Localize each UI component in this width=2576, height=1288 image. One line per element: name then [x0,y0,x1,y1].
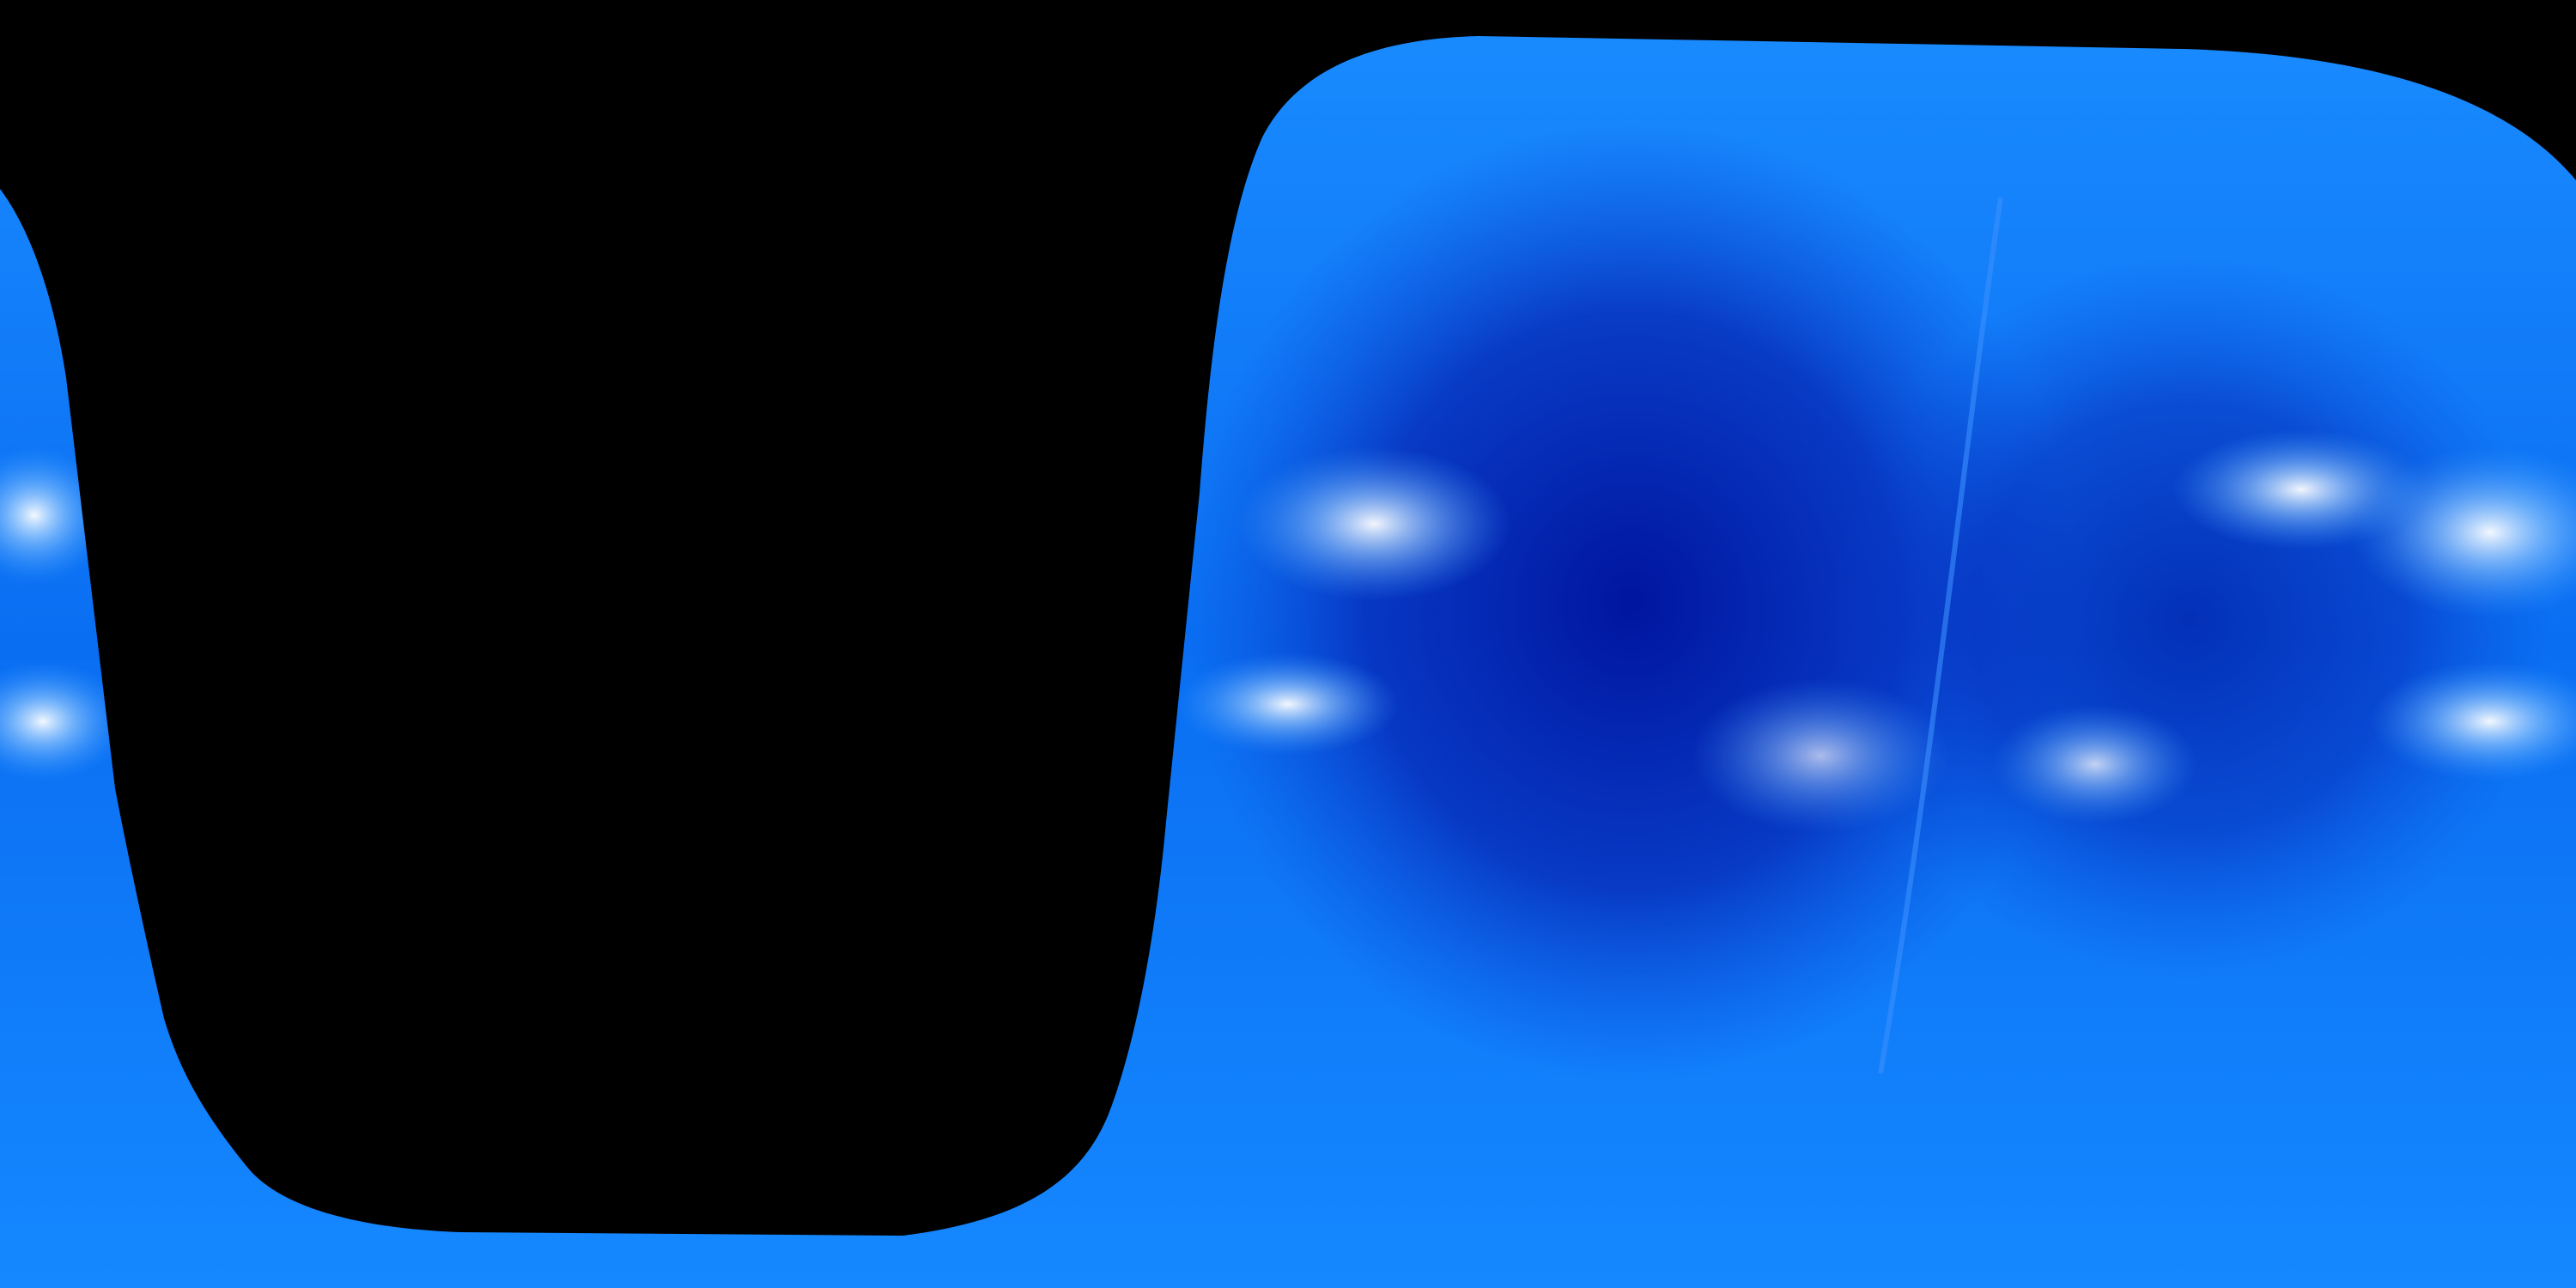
active-region [1176,653,1400,756]
active-region [1692,678,1949,833]
active-region [2353,447,2576,618]
seam-line [1878,197,2003,1074]
no-data-mask [0,0,2576,1236]
active-region [1236,447,1511,601]
active-region [0,661,129,781]
coronal-hole-region [1185,120,2078,1082]
active-region [2370,661,2576,781]
coronal-hole-region [1829,258,2550,979]
active-region [1992,704,2198,824]
